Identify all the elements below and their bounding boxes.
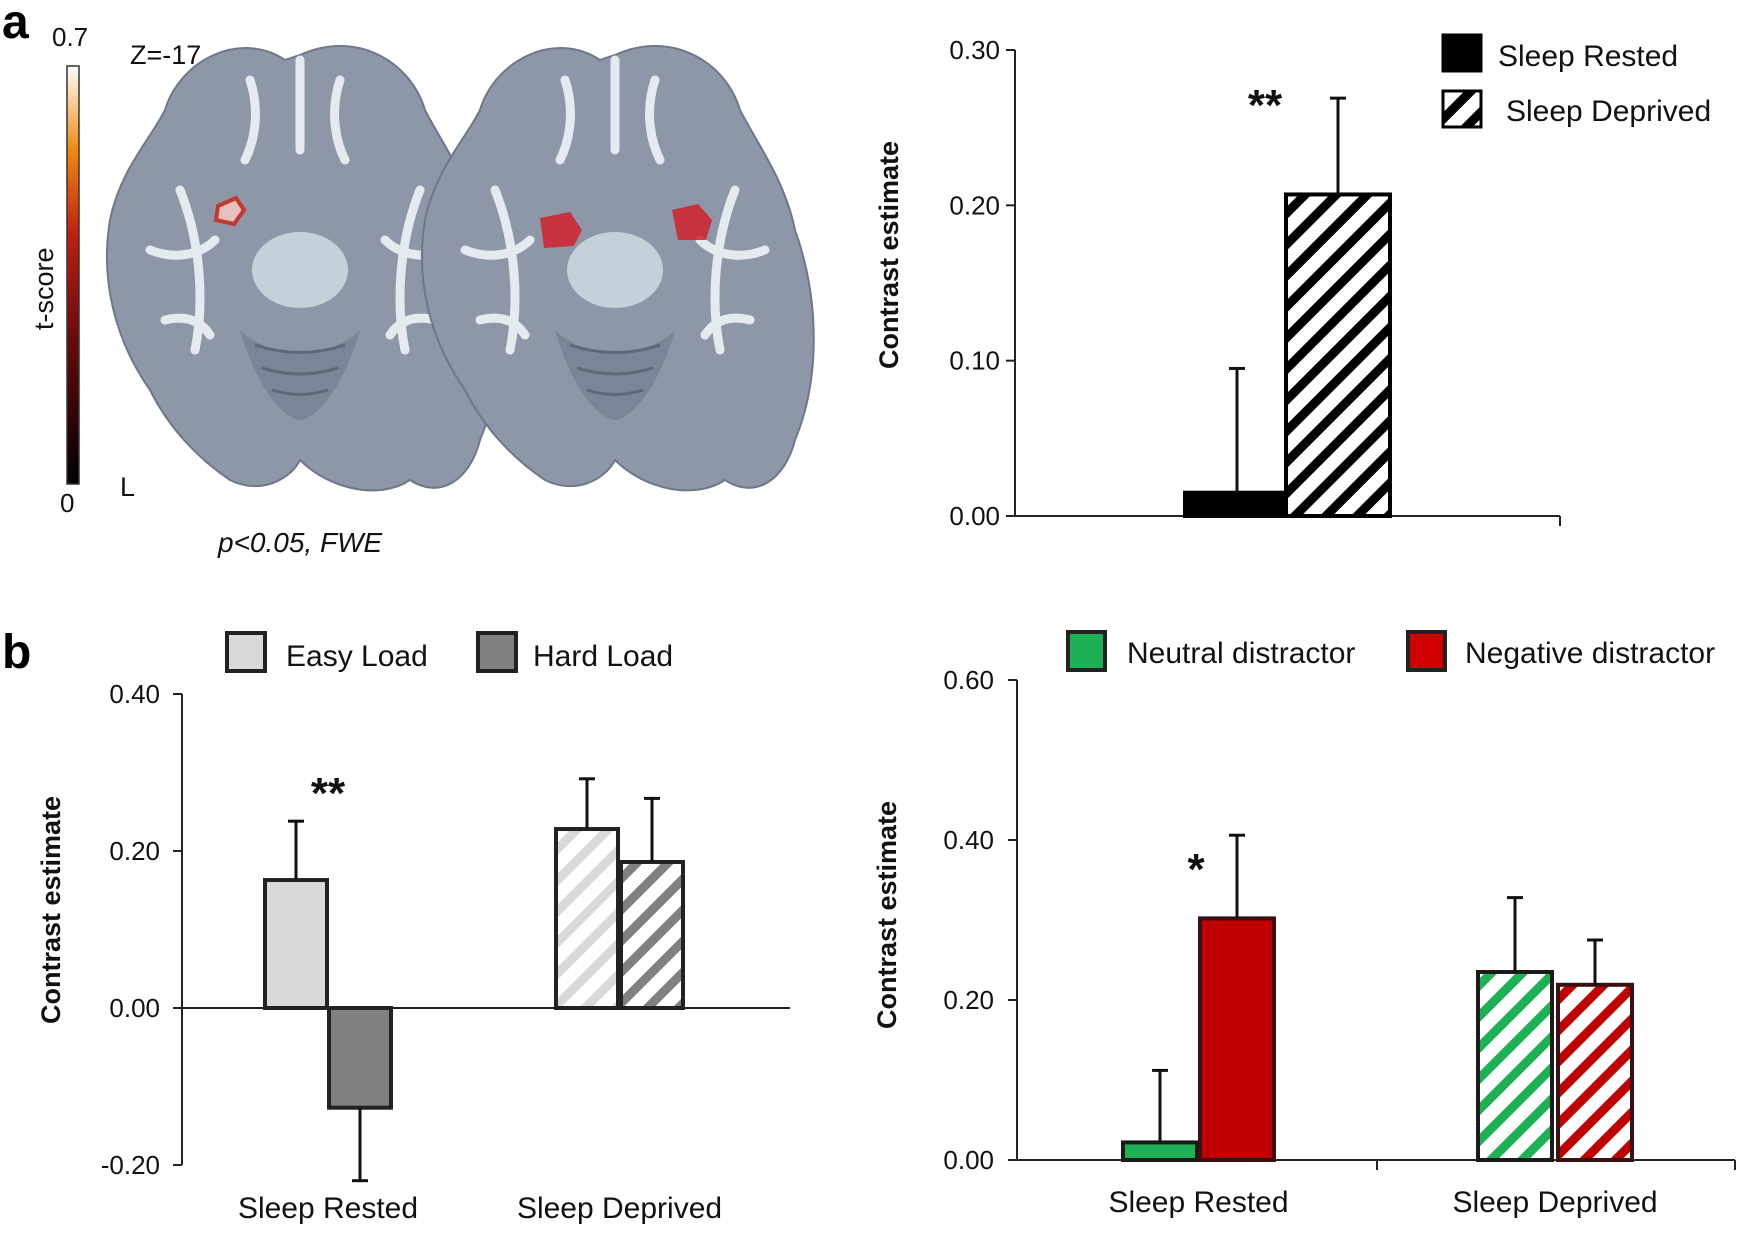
bar xyxy=(1183,490,1291,519)
y-tick-label: 0.00 xyxy=(949,501,1000,531)
y-tick-label: -0.20 xyxy=(101,1150,160,1180)
brain-figure: 0.7 0 t-score Z=-17 L p<0.05, FWE xyxy=(29,22,815,558)
bar xyxy=(554,827,620,1011)
y-axis-label: Contrast estimate xyxy=(36,796,66,1024)
legend-label: Easy Load xyxy=(286,640,428,673)
slice-label: Z=-17 xyxy=(130,40,201,70)
bar xyxy=(263,878,329,1010)
y-tick-label: 0.00 xyxy=(109,993,160,1023)
legend-label: Hard Load xyxy=(533,640,673,673)
y-tick-label: 0.10 xyxy=(949,346,1000,376)
legend-label: Neutral distractor xyxy=(1127,637,1355,670)
bar xyxy=(1556,982,1634,1162)
bar xyxy=(1198,916,1276,1163)
y-tick-label: 0.30 xyxy=(949,35,1000,65)
legend-swatch xyxy=(1066,630,1107,672)
significance-marker: ** xyxy=(311,769,346,818)
bar xyxy=(1284,192,1392,519)
bar xyxy=(1121,1140,1199,1163)
y-tick-label: 0.00 xyxy=(943,1145,994,1175)
y-tick-label: 0.40 xyxy=(109,679,160,709)
bar xyxy=(1476,970,1554,1162)
bar xyxy=(327,1006,393,1110)
colorbar-max: 0.7 xyxy=(52,22,88,52)
legend: Easy Load Hard Load xyxy=(225,631,673,673)
legend-label: Sleep Rested xyxy=(1498,40,1678,73)
colorbar-min: 0 xyxy=(60,488,74,518)
x-category-label: Sleep Rested xyxy=(238,1192,418,1225)
side-label: L xyxy=(120,472,135,502)
y-tick-label: 0.20 xyxy=(949,190,1000,220)
significance-marker: * xyxy=(1187,845,1205,894)
panel-letter-a: a xyxy=(2,0,29,49)
legend: Sleep Rested Sleep Deprived xyxy=(1441,33,1711,129)
legend-swatch xyxy=(1406,630,1447,672)
y-tick-label: 0.60 xyxy=(943,665,994,695)
x-category-label: Sleep Deprived xyxy=(517,1192,722,1225)
legend-swatch xyxy=(1441,89,1483,129)
activation-blob xyxy=(540,212,582,248)
chart-b-right: Contrast estimate 0.00 0.20 0.40 0.60 Sleep … xyxy=(872,630,1736,1219)
legend-label: Sleep Deprived xyxy=(1506,95,1711,128)
legend: Neutral distractor Negative distractor xyxy=(1066,630,1715,672)
y-axis-label: Contrast estimate xyxy=(874,141,904,369)
bar xyxy=(619,859,685,1010)
x-category-label: Sleep Rested xyxy=(1108,1186,1288,1219)
significance-marker: ** xyxy=(1248,81,1283,130)
colorbar xyxy=(66,65,80,485)
panel-letter-b: b xyxy=(2,626,31,679)
threshold-caption: p<0.05, FWE xyxy=(217,527,383,558)
legend-swatch xyxy=(1441,33,1483,73)
y-tick-label: 0.40 xyxy=(943,825,994,855)
colorbar-title: t-score xyxy=(29,247,59,330)
y-tick-label: 0.20 xyxy=(109,836,160,866)
brain-slice-right xyxy=(420,45,815,492)
brain-slice-left xyxy=(105,45,500,492)
y-tick-label: 0.20 xyxy=(943,985,994,1015)
chart-a-right: Contrast estimate 0.00 0.10 0.20 0.30 ** Sle… xyxy=(874,33,1711,531)
legend-swatch xyxy=(225,631,267,673)
activation-blob xyxy=(672,204,712,240)
activation-blob xyxy=(213,195,247,227)
legend-swatch xyxy=(476,631,518,673)
x-category-label: Sleep Deprived xyxy=(1452,1186,1657,1219)
chart-b-left: Contrast estimate -0.20 0.00 0.20 0.40 Sleep… xyxy=(36,631,790,1225)
y-axis-label: Contrast estimate xyxy=(872,801,902,1029)
legend-label: Negative distractor xyxy=(1465,637,1715,670)
